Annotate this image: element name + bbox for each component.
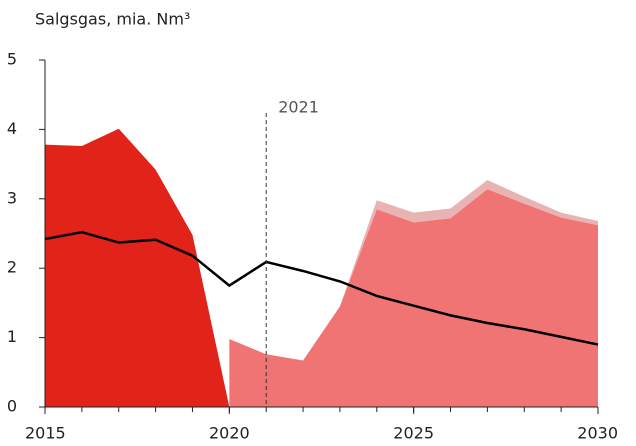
area: [45, 128, 230, 407]
x-tick-label: 2030: [577, 424, 618, 443]
area: [229, 189, 599, 407]
chart-title: Salgsgas, mia. Nm³: [35, 10, 190, 29]
y-tick-label: 5: [7, 50, 17, 69]
line: [44, 230, 599, 346]
y-tick-label: 0: [7, 397, 17, 416]
x-tick-label: 2020: [209, 424, 250, 443]
x-tick-label: 2025: [393, 424, 434, 443]
y-tick-label: 4: [7, 119, 17, 138]
x-tick-label: 2015: [25, 424, 66, 443]
y-tick-label: 1: [7, 327, 17, 346]
annotation: 2021: [278, 98, 319, 117]
y-tick-label: 2: [7, 258, 17, 277]
area: [229, 180, 599, 361]
y-tick-label: 3: [7, 188, 17, 207]
